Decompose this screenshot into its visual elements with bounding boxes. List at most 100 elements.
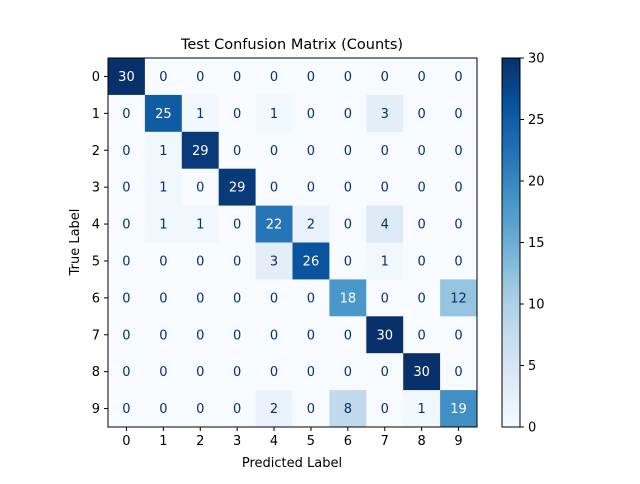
heatmap-cell	[440, 131, 478, 169]
heatmap-cell	[144, 279, 183, 317]
cell-value-label: 0	[233, 144, 241, 159]
y-tick-label: 2	[92, 144, 100, 159]
heatmap-cell	[440, 316, 478, 354]
cell-value-label: 0	[122, 291, 130, 306]
heatmap-cell	[255, 131, 293, 169]
heatmap-cell	[144, 353, 183, 391]
cell-value-label: 0	[122, 144, 130, 159]
x-axis-label: Predicted Label	[242, 456, 342, 471]
y-tick-label: 5	[92, 254, 100, 269]
heatmap-cell	[440, 168, 478, 206]
heatmap-cell	[144, 316, 183, 354]
cell-value-label: 0	[159, 70, 167, 85]
cell-value-label: 1	[159, 144, 167, 159]
heatmap-cell	[255, 168, 293, 206]
colorbar-tick-label: 0	[528, 421, 536, 436]
heatmap-cell	[403, 58, 441, 96]
heatmap-cell	[218, 390, 256, 428]
heatmap-cell	[366, 390, 404, 428]
cell-value-label: 0	[454, 365, 462, 380]
heatmap-cell	[108, 353, 146, 391]
cell-value-label: 0	[122, 402, 130, 417]
cell-value-label: 0	[381, 70, 389, 85]
cell-value-label: 0	[196, 254, 204, 269]
y-tick-label: 9	[92, 402, 100, 417]
cell-value-label: 0	[454, 107, 462, 122]
cell-value-label: 0	[233, 70, 241, 85]
heatmap-cell	[108, 316, 146, 354]
cell-value-label: 0	[159, 254, 167, 269]
cell-value-label: 0	[233, 365, 241, 380]
heatmap-cell	[366, 58, 404, 96]
cell-value-label: 0	[418, 328, 426, 343]
heatmap-cell	[440, 353, 478, 391]
heatmap-cell	[144, 242, 183, 280]
heatmap-cell	[403, 94, 441, 133]
heatmap-cell	[218, 353, 256, 391]
colorbar-tick-label: 20	[528, 175, 545, 190]
heatmap-cell	[329, 390, 367, 428]
heatmap-cell	[440, 390, 478, 428]
cell-value-label: 0	[233, 402, 241, 417]
cell-value-label: 0	[381, 365, 389, 380]
y-axis: 0 1 2 3 4 5 6 7 8 9	[92, 70, 108, 417]
heatmap-cell	[403, 205, 441, 243]
heatmap-cell	[403, 279, 441, 317]
heatmap-cell	[403, 316, 441, 354]
cell-value-label: 0	[344, 218, 352, 233]
heatmap-cell	[255, 58, 293, 96]
y-tick-label: 8	[92, 365, 100, 380]
cell-value-label: 26	[303, 254, 320, 269]
heatmap-cell	[218, 242, 256, 280]
heatmap-cell	[144, 168, 183, 206]
heatmap-cell	[218, 279, 256, 317]
cell-value-label: 0	[418, 144, 426, 159]
cell-value-label: 0	[344, 365, 352, 380]
cell-value-label: 0	[454, 218, 462, 233]
cell-value-label: 0	[233, 328, 241, 343]
cell-value-label: 0	[418, 107, 426, 122]
x-tick-label: 3	[233, 434, 241, 449]
cell-value-label: 0	[233, 107, 241, 122]
heatmap-cell	[181, 131, 219, 169]
heatmap-cell	[292, 205, 330, 243]
cell-value-label: 25	[155, 107, 172, 122]
cell-value-label: 1	[381, 254, 389, 269]
cell-value-label: 0	[307, 365, 315, 380]
heatmap-cell	[255, 279, 293, 317]
heatmap-cell	[329, 353, 367, 391]
heatmap-cell	[329, 131, 367, 169]
cell-value-label: 0	[196, 402, 204, 417]
heatmap-cell	[292, 242, 330, 280]
heatmap-cell	[108, 242, 146, 280]
heatmap-cell	[366, 94, 404, 133]
cell-value-label: 0	[418, 291, 426, 306]
heatmap-cell	[218, 205, 256, 243]
cell-value-label: 0	[454, 254, 462, 269]
cell-value-label: 0	[196, 328, 204, 343]
cell-value-label: 0	[381, 291, 389, 306]
cell-value-label: 0	[307, 107, 315, 122]
heatmap-cell	[440, 58, 478, 96]
heatmap-cell	[329, 242, 367, 280]
cell-value-label: 0	[270, 181, 278, 196]
cell-value-label: 1	[159, 181, 167, 196]
cell-value-label: 1	[270, 107, 278, 122]
x-tick-label: 7	[381, 434, 389, 449]
heatmap-cell	[292, 390, 330, 428]
cell-value-label: 0	[196, 365, 204, 380]
cell-value-label: 30	[413, 365, 430, 380]
heatmap-cell	[144, 390, 183, 428]
cell-value-label: 0	[418, 181, 426, 196]
cell-value-label: 0	[196, 291, 204, 306]
cell-value-label: 0	[233, 291, 241, 306]
colorbar-tick-label: 15	[528, 236, 545, 251]
cell-value-label: 0	[122, 181, 130, 196]
heatmap-cell	[108, 131, 146, 169]
cell-value-label: 0	[344, 144, 352, 159]
heatmap-cell	[292, 279, 330, 317]
cell-value-label: 0	[159, 402, 167, 417]
heatmap-cell	[440, 94, 478, 133]
